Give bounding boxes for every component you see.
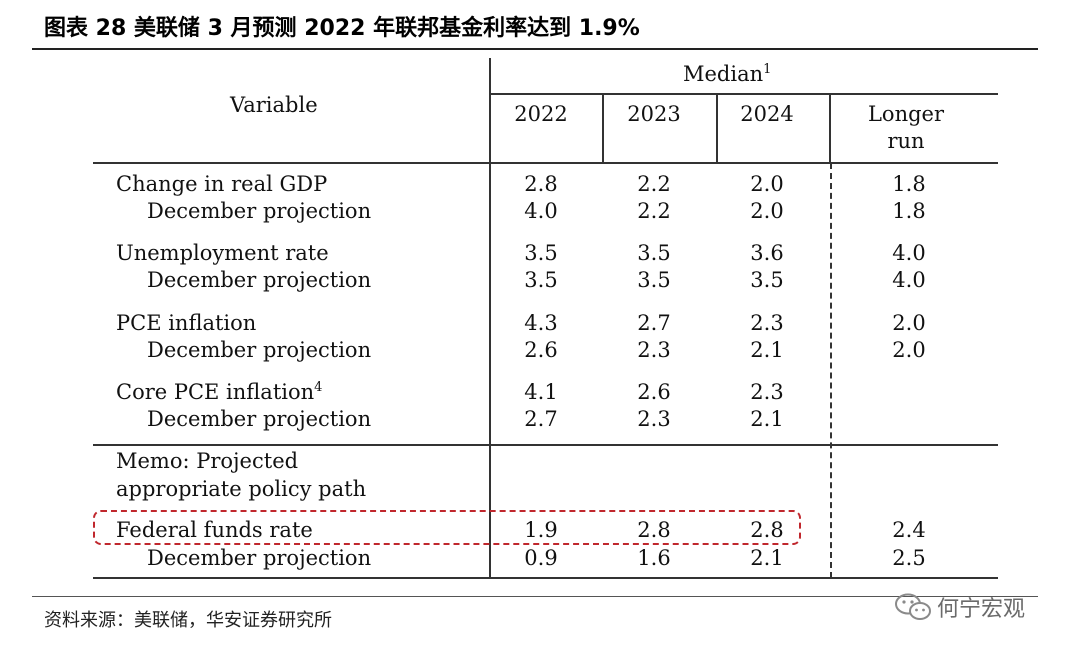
median-header: Median1 <box>683 62 772 86</box>
cell: 3.5 <box>524 241 558 265</box>
cell: 2.0 <box>750 199 784 223</box>
memo-label-1: Memo: Projected <box>116 449 299 473</box>
wechat-icon <box>893 592 933 622</box>
cell: 2.1 <box>750 407 784 431</box>
cell: 1.8 <box>892 172 926 196</box>
cell: 3.6 <box>750 241 784 265</box>
cell: 2.3 <box>750 311 784 335</box>
col-rule-longer <box>829 94 831 163</box>
row-label-fed-funds-dec: December projection <box>147 546 372 570</box>
median-footnote: 1 <box>763 62 772 77</box>
cell: 2.3 <box>637 338 671 362</box>
cell: 4.0 <box>892 268 926 292</box>
col-rule-2024 <box>716 94 718 163</box>
row-label-core-pce-dec: December projection <box>147 407 372 431</box>
cell: 2.8 <box>637 518 671 542</box>
cell: 2.7 <box>524 407 558 431</box>
watermark-text: 何宁宏观 <box>937 597 1026 622</box>
header-rule <box>93 162 998 164</box>
row-label-pce-dec: December projection <box>147 338 372 362</box>
row-label-unemployment-dec: December projection <box>147 268 372 292</box>
fed-funds-highlight-box <box>93 510 801 545</box>
cell: 2.6 <box>637 380 671 404</box>
cell: 2.1 <box>750 546 784 570</box>
cell: 4.1 <box>524 380 558 404</box>
title-rule <box>32 48 1038 50</box>
cell: 3.5 <box>637 268 671 292</box>
memo-label-2: appropriate policy path <box>116 477 367 501</box>
cell: 2.5 <box>892 546 926 570</box>
row-label-gdp-dec: December projection <box>147 199 372 223</box>
cell: 1.8 <box>892 199 926 223</box>
col-header-longer-run-1: Longer <box>867 102 945 126</box>
cell: 2.0 <box>750 172 784 196</box>
footer-rule <box>32 596 1038 597</box>
cell: 3.5 <box>524 268 558 292</box>
row-label-unemployment: Unemployment rate <box>116 241 329 265</box>
cell: 2.2 <box>637 199 671 223</box>
cell: 1.6 <box>637 546 671 570</box>
row-label-core-pce: Core PCE inflation4 <box>116 380 323 404</box>
cell: 4.0 <box>892 241 926 265</box>
cell: 2.0 <box>892 311 926 335</box>
cell: 2.6 <box>524 338 558 362</box>
cell: 4.3 <box>524 311 558 335</box>
cell: 2.8 <box>750 518 784 542</box>
cell: 2.2 <box>637 172 671 196</box>
cell: 2.7 <box>637 311 671 335</box>
col-header-longer-run-2: run <box>887 129 925 153</box>
figure-title: 图表 28 美联储 3 月预测 2022 年联邦基金利率达到 1.9% <box>44 16 640 41</box>
cell: 0.9 <box>524 546 558 570</box>
cell: 4.0 <box>524 199 558 223</box>
cell: 3.5 <box>637 241 671 265</box>
row-label-fed-funds: Federal funds rate <box>116 518 313 542</box>
cell: 2.4 <box>892 518 926 542</box>
cell: 2.0 <box>892 338 926 362</box>
row-label-pce: PCE inflation <box>116 311 257 335</box>
col-header-2022: 2022 <box>514 102 568 126</box>
watermark: 何宁宏观 <box>893 591 1025 623</box>
memo-rule <box>93 444 998 446</box>
variable-header: Variable <box>230 93 318 117</box>
core-pce-footnote: 4 <box>314 380 323 395</box>
source-note: 资料来源：美联储，华安证券研究所 <box>44 610 332 631</box>
median-rule <box>490 93 998 95</box>
cell: 1.9 <box>524 518 558 542</box>
variable-column-rule <box>489 58 491 578</box>
col-rule-2023 <box>602 94 604 163</box>
cell: 2.3 <box>637 407 671 431</box>
cell: 2.3 <box>750 380 784 404</box>
cell: 2.8 <box>524 172 558 196</box>
table-bottom-rule <box>93 577 998 579</box>
row-label-gdp: Change in real GDP <box>116 172 328 196</box>
col-header-2024: 2024 <box>740 102 794 126</box>
cell: 2.1 <box>750 338 784 362</box>
cell: 3.5 <box>750 268 784 292</box>
col-header-2023: 2023 <box>627 102 681 126</box>
longer-run-dashed-rule <box>830 163 832 578</box>
